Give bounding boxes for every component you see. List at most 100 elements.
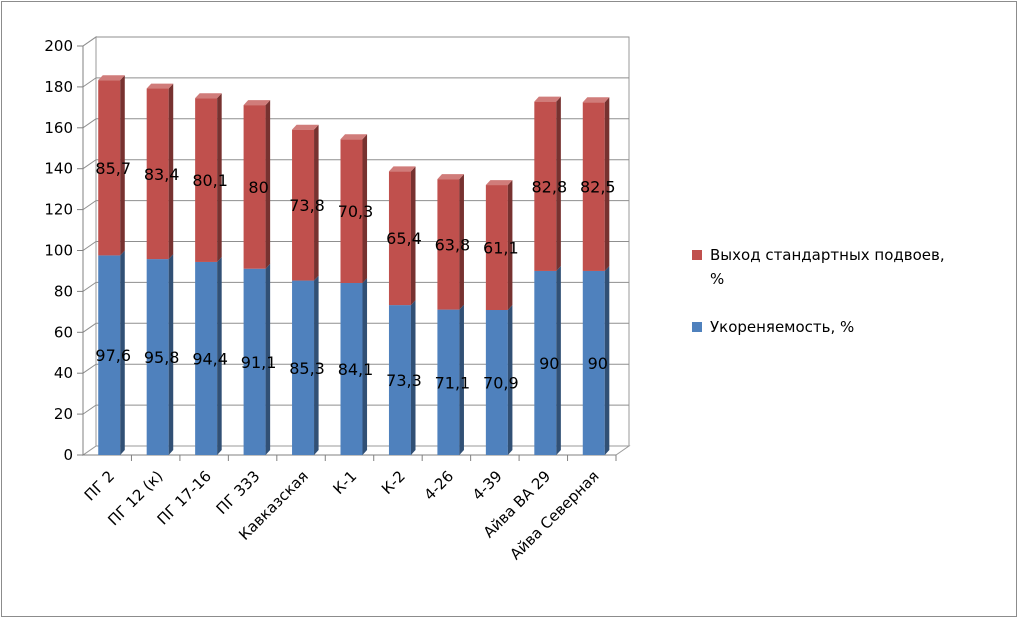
- bar-top: [98, 75, 125, 81]
- legend-swatch: [692, 250, 702, 260]
- bar-rooting-front: [388, 305, 411, 455]
- data-label: 85,7: [95, 159, 131, 178]
- bar-rooting-front: [534, 270, 557, 455]
- bar-top: [437, 174, 464, 180]
- y-tick-label: 20: [54, 405, 73, 423]
- bar-top: [582, 97, 610, 103]
- bar-top: [534, 96, 561, 102]
- y-tick-label: 120: [44, 201, 73, 219]
- bar-side: [314, 275, 319, 455]
- bar-standard-front: [485, 185, 508, 311]
- data-label: 70,3: [338, 202, 374, 221]
- bar-side: [459, 304, 464, 455]
- gridline: [82, 118, 629, 129]
- legend-label: Выход стандартных подвоев,: [710, 246, 945, 264]
- legend-swatch: [692, 322, 702, 332]
- bar-rooting-front: [243, 268, 266, 455]
- data-label: 70,9: [483, 374, 519, 393]
- x-tick-label: 4-26: [420, 467, 457, 504]
- data-label: 82,5: [580, 178, 616, 197]
- data-label: 73,3: [386, 371, 422, 390]
- data-label: 82,8: [532, 177, 568, 196]
- data-label: 73,8: [289, 196, 325, 215]
- bar-standard-front: [146, 88, 169, 260]
- x-tick-label: ПГ 2: [81, 467, 118, 504]
- bar-standard-front: [534, 101, 557, 271]
- y-tick-label: 180: [44, 78, 73, 96]
- bar-side: [556, 266, 561, 455]
- bar-rooting-front: [98, 255, 121, 455]
- bar-top: [243, 100, 271, 106]
- y-tick-label: 100: [44, 242, 73, 260]
- bar-side: [265, 100, 271, 269]
- bar-standard-front: [388, 171, 411, 306]
- data-label: 80: [248, 178, 268, 197]
- data-label: 84,1: [338, 360, 374, 379]
- bar-standard-front: [292, 129, 315, 281]
- y-tick-label: 200: [44, 37, 73, 55]
- x-tick-label: 4-39: [469, 467, 506, 504]
- bar-rooting-front: [437, 309, 460, 455]
- data-label: 61,1: [483, 239, 519, 258]
- bar-top: [388, 166, 416, 172]
- y-tick-label: 160: [44, 119, 73, 137]
- bar-side: [410, 166, 416, 306]
- bar-side: [217, 93, 222, 262]
- gridline: [82, 36, 629, 47]
- bar-top: [195, 93, 222, 99]
- bar-rooting-front: [340, 283, 363, 455]
- y-tick-label: 0: [63, 446, 73, 464]
- data-label: 90: [539, 354, 559, 373]
- bar-side: [459, 174, 464, 310]
- y-tick-label: 60: [54, 323, 73, 341]
- x-tick-label: К-1: [329, 467, 360, 498]
- bar-side: [507, 305, 513, 455]
- bar-top: [146, 83, 174, 89]
- legend-label: %: [710, 270, 724, 288]
- bar-rooting-front: [485, 310, 508, 455]
- data-label: 63,8: [435, 235, 471, 254]
- bar-standard-front: [195, 98, 218, 262]
- bar-side: [556, 96, 561, 271]
- bar-side: [604, 266, 610, 455]
- y-tick-label: 80: [54, 282, 73, 300]
- bar-top: [340, 134, 368, 140]
- bar-top: [292, 124, 319, 130]
- bar-side: [314, 124, 319, 281]
- bar-rooting-front: [195, 261, 218, 455]
- bar-standard-front: [582, 102, 605, 271]
- bar-standard-front: [243, 105, 266, 269]
- bar-side: [604, 97, 610, 271]
- data-label: 80,1: [192, 171, 228, 190]
- x-tick-label: К-2: [378, 467, 409, 498]
- data-label: 90: [588, 354, 608, 373]
- data-label: 65,4: [386, 229, 422, 248]
- data-label: 95,8: [144, 348, 180, 367]
- x-tick-label: Айва Северная: [506, 467, 602, 563]
- bar-rooting-front: [292, 280, 315, 455]
- bar-side: [362, 134, 368, 284]
- bar-rooting-front: [582, 270, 605, 455]
- data-label: 83,4: [144, 165, 180, 184]
- legend-label: Укореняемость, %: [710, 318, 854, 336]
- data-label: 94,4: [192, 349, 228, 368]
- bar-side: [410, 300, 416, 455]
- bar-standard-front: [340, 139, 363, 284]
- bar-side: [168, 254, 174, 455]
- bar-standard-front: [98, 80, 121, 256]
- bar-side: [362, 278, 368, 455]
- bar-side: [265, 263, 271, 455]
- bar-rooting-front: [146, 259, 169, 455]
- bar-side: [168, 83, 174, 260]
- y-tick-label: 140: [44, 160, 73, 178]
- data-label: 97,6: [95, 346, 131, 365]
- bar-top: [485, 180, 513, 186]
- bar-side: [507, 180, 513, 311]
- y-tick-label: 40: [54, 364, 73, 382]
- bar-side: [120, 75, 125, 256]
- gridline: [82, 159, 629, 170]
- data-label: 85,3: [289, 359, 325, 378]
- gridline: [82, 77, 629, 88]
